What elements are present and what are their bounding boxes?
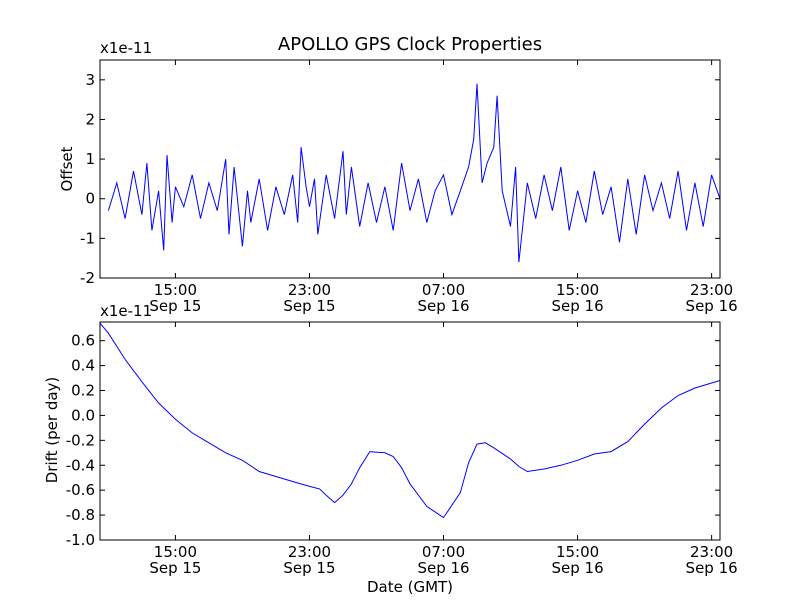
- offset-y-tick-label: -1: [80, 229, 95, 247]
- drift-x-tick-time-label: 15:00: [154, 543, 197, 561]
- offset-y-tick-label: 2: [85, 110, 95, 128]
- drift-y-label: Drift (per day): [43, 377, 61, 484]
- offset-y-label: Offset: [58, 146, 76, 191]
- drift-plot-frame: [99, 321, 721, 541]
- offset-x-tick-date-label: Sep 15: [149, 297, 201, 315]
- offset-y-tick-label: -2: [80, 269, 95, 287]
- drift-series-line: [99, 322, 721, 519]
- offset-x-tick-time-label: 07:00: [422, 281, 465, 299]
- drift-x-tick-date-label: Sep 16: [417, 559, 469, 577]
- offset-x-tick-time-label: 15:00: [556, 281, 599, 299]
- offset-y-ticks: -2 -1 0 1 2 3: [80, 71, 720, 287]
- drift-x-tick-time-label: 23:00: [288, 543, 331, 561]
- drift-x-tick-time-label: 07:00: [422, 543, 465, 561]
- offset-x-tick-time-label: 23:00: [288, 281, 331, 299]
- drift-x-tick-time-label: 15:00: [556, 543, 599, 561]
- offset-y-tick-label: 1: [85, 150, 95, 168]
- drift-y-tick-label: -0.4: [66, 456, 95, 474]
- offset-plot-frame: [99, 59, 721, 279]
- offset-scale-label: x1e-11: [100, 39, 152, 57]
- offset-x-tick-date-label: Sep 15: [283, 297, 335, 315]
- offset-series-line: [107, 83, 721, 263]
- drift-x-tick-date-label: Sep 16: [551, 559, 603, 577]
- drift-x-label: Date (GMT): [367, 578, 453, 596]
- drift-y-tick-label: 0.6: [71, 332, 95, 350]
- drift-x-tick-date-label: Sep 16: [686, 559, 738, 577]
- drift-y-tick-label: -0.8: [66, 506, 95, 524]
- offset-x-tick-date-label: Sep 16: [686, 297, 738, 315]
- drift-x-tick-time-label: 23:00: [690, 543, 733, 561]
- drift-y-tick-label: -1.0: [66, 531, 95, 549]
- drift-y-tick-label: 0.4: [71, 357, 95, 375]
- drift-y-tick-label: 0.2: [71, 382, 95, 400]
- drift-x-tick-date-label: Sep 15: [283, 559, 335, 577]
- offset-y-tick-label: 3: [85, 71, 95, 89]
- drift-x-tick-date-label: Sep 15: [149, 559, 201, 577]
- drift-y-ticks: -1.0 -0.8 -0.6 -0.4 -0.2 0.0 0.2 0.4 0.6: [66, 332, 720, 549]
- offset-x-tick-date-label: Sep 16: [551, 297, 603, 315]
- chart-title: APOLLO GPS Clock Properties: [278, 34, 542, 55]
- offset-x-tick-date-label: Sep 16: [417, 297, 469, 315]
- offset-y-tick-label: 0: [85, 190, 95, 208]
- drift-y-tick-label: 0.0: [71, 406, 95, 424]
- drift-y-tick-label: -0.2: [66, 431, 95, 449]
- offset-x-tick-time-label: 23:00: [690, 281, 733, 299]
- offset-x-tick-time-label: 15:00: [154, 281, 197, 299]
- offset-panel: APOLLO GPS Clock Properties x1e-11 Offse…: [58, 34, 738, 315]
- drift-y-tick-label: -0.6: [66, 481, 95, 499]
- drift-panel: x1e-11 Drift (per day) Date (GMT) -1.0 -0…: [43, 302, 738, 596]
- drift-scale-label: x1e-11: [100, 302, 152, 320]
